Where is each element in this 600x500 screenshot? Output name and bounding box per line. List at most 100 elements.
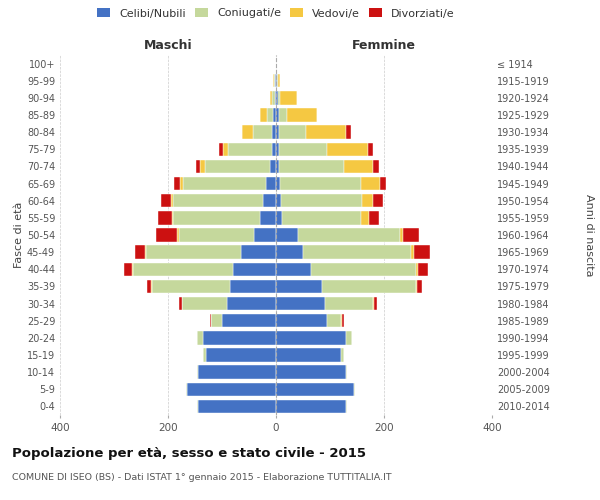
- Bar: [155, 228, 177, 241]
- Bar: [281, 194, 362, 207]
- Bar: [198, 366, 276, 379]
- Bar: [233, 262, 276, 276]
- Bar: [197, 366, 198, 379]
- Bar: [263, 194, 276, 207]
- Bar: [341, 314, 342, 328]
- Bar: [197, 331, 203, 344]
- Bar: [418, 262, 428, 276]
- Bar: [219, 142, 223, 156]
- Bar: [276, 366, 346, 379]
- Bar: [342, 314, 343, 328]
- Bar: [146, 246, 241, 259]
- Bar: [361, 211, 369, 224]
- Bar: [182, 177, 266, 190]
- Bar: [280, 91, 296, 104]
- Bar: [177, 228, 179, 241]
- Bar: [373, 160, 379, 173]
- Bar: [276, 228, 298, 241]
- Bar: [276, 108, 278, 122]
- Bar: [277, 74, 278, 88]
- Bar: [362, 194, 373, 207]
- Text: Popolazione per età, sesso e stato civile - 2015: Popolazione per età, sesso e stato civil…: [12, 448, 366, 460]
- Y-axis label: Anni di nascita: Anni di nascita: [584, 194, 594, 276]
- Y-axis label: Fasce di età: Fasce di età: [14, 202, 24, 268]
- Bar: [411, 246, 414, 259]
- Bar: [373, 194, 383, 207]
- Text: COMUNE DI ISEO (BS) - Dati ISTAT 1° gennaio 2015 - Elaborazione TUTTITALIA.IT: COMUNE DI ISEO (BS) - Dati ISTAT 1° genn…: [12, 472, 392, 482]
- Bar: [276, 314, 328, 328]
- Bar: [145, 246, 146, 259]
- Bar: [186, 382, 187, 396]
- Bar: [242, 126, 253, 139]
- Bar: [354, 382, 355, 396]
- Bar: [260, 211, 276, 224]
- Bar: [272, 126, 276, 139]
- Bar: [182, 297, 227, 310]
- Bar: [346, 366, 347, 379]
- Bar: [269, 91, 272, 104]
- Bar: [179, 228, 254, 241]
- Bar: [276, 400, 346, 413]
- Bar: [276, 331, 346, 344]
- Bar: [278, 142, 328, 156]
- Bar: [205, 160, 269, 173]
- Bar: [180, 177, 182, 190]
- Bar: [280, 177, 361, 190]
- Bar: [276, 126, 278, 139]
- Text: Maschi: Maschi: [143, 40, 193, 52]
- Bar: [276, 262, 311, 276]
- Bar: [374, 297, 377, 310]
- Bar: [200, 160, 205, 173]
- Bar: [253, 126, 272, 139]
- Bar: [173, 211, 260, 224]
- Bar: [311, 262, 416, 276]
- Bar: [416, 262, 418, 276]
- Bar: [275, 91, 276, 104]
- Bar: [134, 246, 145, 259]
- Bar: [322, 280, 416, 293]
- Bar: [254, 228, 276, 241]
- Text: Femmine: Femmine: [352, 40, 416, 52]
- Bar: [278, 160, 343, 173]
- Bar: [298, 228, 400, 241]
- Bar: [328, 314, 341, 328]
- Bar: [241, 246, 276, 259]
- Bar: [227, 297, 276, 310]
- Bar: [274, 108, 276, 122]
- Bar: [368, 142, 373, 156]
- Bar: [179, 297, 182, 310]
- Bar: [276, 160, 278, 173]
- Bar: [272, 91, 275, 104]
- Bar: [361, 177, 380, 190]
- Bar: [267, 108, 274, 122]
- Bar: [210, 314, 211, 328]
- Bar: [172, 211, 173, 224]
- Bar: [346, 126, 350, 139]
- Bar: [341, 348, 343, 362]
- Bar: [276, 297, 325, 310]
- Bar: [403, 228, 419, 241]
- Bar: [276, 348, 341, 362]
- Bar: [203, 348, 206, 362]
- Bar: [276, 211, 283, 224]
- Bar: [124, 262, 133, 276]
- Bar: [283, 211, 361, 224]
- Bar: [278, 108, 287, 122]
- Bar: [276, 382, 354, 396]
- Bar: [276, 91, 278, 104]
- Bar: [260, 108, 267, 122]
- Bar: [276, 194, 281, 207]
- Bar: [400, 228, 403, 241]
- Bar: [418, 280, 422, 293]
- Bar: [278, 74, 280, 88]
- Bar: [147, 280, 151, 293]
- Bar: [152, 280, 230, 293]
- Bar: [346, 400, 347, 413]
- Bar: [211, 314, 222, 328]
- Bar: [380, 177, 386, 190]
- Bar: [198, 400, 276, 413]
- Bar: [346, 331, 352, 344]
- Bar: [325, 297, 373, 310]
- Bar: [187, 382, 276, 396]
- Bar: [369, 211, 379, 224]
